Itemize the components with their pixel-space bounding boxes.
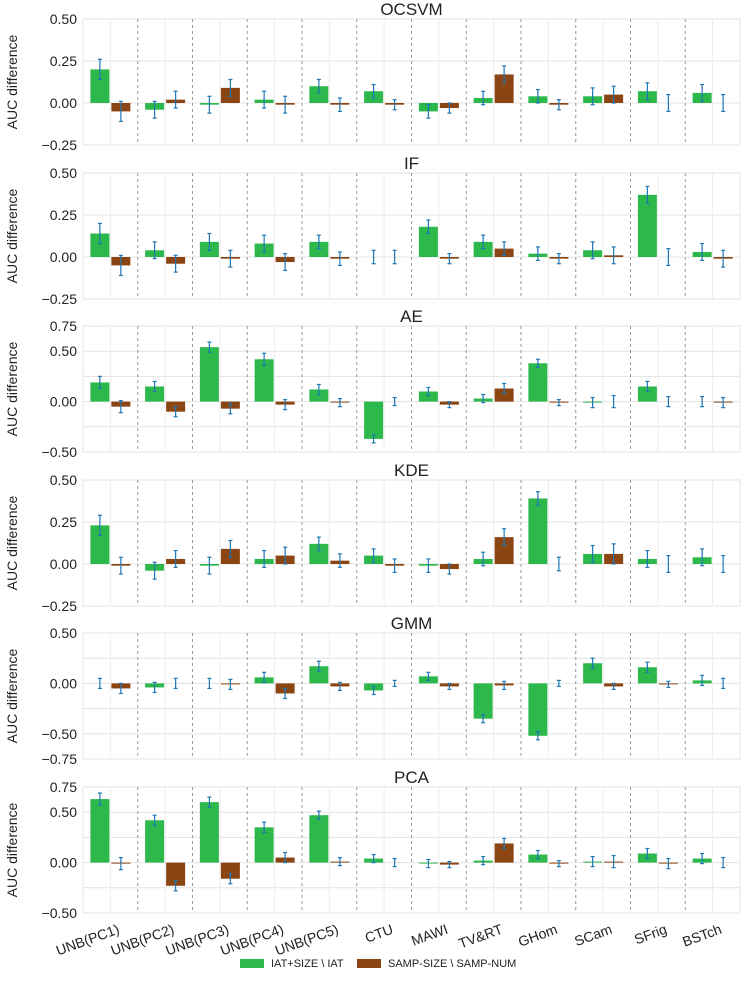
x-tick-label: SFrig bbox=[632, 921, 669, 947]
y-tick-label: 0.25 bbox=[50, 53, 77, 69]
bar-iat-size-ghom bbox=[528, 363, 547, 401]
bar-iat-size-unb-pc2- bbox=[145, 820, 164, 862]
bar-iat-size-ghom bbox=[528, 498, 547, 564]
y-tick-label: 0.00 bbox=[50, 249, 77, 265]
panel-title-ocsvm: OCSVM bbox=[380, 0, 442, 19]
panel-title-kde: KDE bbox=[394, 461, 429, 480]
y-tick-label: 0.75 bbox=[50, 318, 77, 334]
y-tick-label: −0.25 bbox=[42, 137, 78, 153]
panel-title-pca: PCA bbox=[394, 768, 430, 787]
y-tick-label: 0.50 bbox=[50, 165, 77, 181]
y-axis-label: AUC difference bbox=[4, 188, 20, 283]
y-tick-label: 0.25 bbox=[50, 514, 77, 530]
x-tick-label: SCam bbox=[572, 921, 614, 949]
legend-swatch bbox=[357, 959, 381, 968]
y-tick-label: 0.00 bbox=[50, 95, 77, 111]
bar-iat-size-unb-pc3- bbox=[200, 347, 219, 401]
y-axis-label: AUC difference bbox=[4, 495, 20, 590]
bar-iat-size-unb-pc1- bbox=[90, 799, 109, 863]
x-tick-label: TV&RT bbox=[456, 921, 505, 952]
legend-label: IAT+SIZE \ IAT bbox=[271, 958, 344, 970]
x-tick-label: MAWI bbox=[409, 921, 450, 949]
y-axis-label: AUC difference bbox=[4, 648, 20, 743]
y-tick-label: 0.75 bbox=[50, 779, 77, 795]
x-tick-label: BSTch bbox=[680, 921, 724, 950]
y-tick-label: −0.50 bbox=[42, 444, 78, 460]
x-tick-label: UNB(PC5) bbox=[273, 921, 341, 959]
bar-iat-size-tv-rt bbox=[474, 683, 493, 718]
y-tick-label: −0.25 bbox=[42, 291, 78, 307]
y-tick-label: 0.50 bbox=[50, 343, 77, 359]
bar-iat-size-unb-pc3- bbox=[200, 802, 219, 862]
y-tick-label: 0.50 bbox=[50, 625, 77, 641]
legend-swatch bbox=[240, 959, 264, 968]
bar-iat-size-ctu bbox=[364, 402, 383, 439]
x-tick-label: CTU bbox=[363, 921, 396, 946]
y-tick-label: 0.00 bbox=[50, 855, 77, 871]
y-axis-label: AUC difference bbox=[4, 802, 20, 897]
y-tick-label: −0.50 bbox=[42, 726, 78, 742]
y-tick-label: 0.50 bbox=[50, 11, 77, 27]
y-tick-label: 0.00 bbox=[50, 394, 77, 410]
bar-iat-size-sfrig bbox=[638, 195, 657, 257]
y-tick-label: 0.50 bbox=[50, 804, 77, 820]
legend-label: SAMP-SIZE \ SAMP-NUM bbox=[388, 958, 516, 970]
y-tick-label: −0.50 bbox=[42, 905, 78, 921]
y-tick-label: −0.25 bbox=[42, 598, 78, 614]
panel-title-if: IF bbox=[404, 154, 419, 173]
x-tick-label: GHom bbox=[516, 921, 559, 950]
y-axis-label: AUC difference bbox=[4, 341, 20, 436]
y-tick-label: 0.25 bbox=[50, 207, 77, 223]
bar-iat-size-ghom bbox=[528, 683, 547, 735]
y-tick-label: 0.50 bbox=[50, 472, 77, 488]
bar-iat-size-unb-pc5- bbox=[309, 815, 328, 862]
y-tick-label: 0.00 bbox=[50, 675, 77, 691]
panel-title-ae: AE bbox=[400, 307, 423, 326]
y-axis-label: AUC difference bbox=[4, 34, 20, 129]
y-tick-label: −0.75 bbox=[42, 751, 78, 767]
panel-title-gmm: GMM bbox=[391, 614, 433, 633]
y-tick-label: 0.00 bbox=[50, 556, 77, 572]
